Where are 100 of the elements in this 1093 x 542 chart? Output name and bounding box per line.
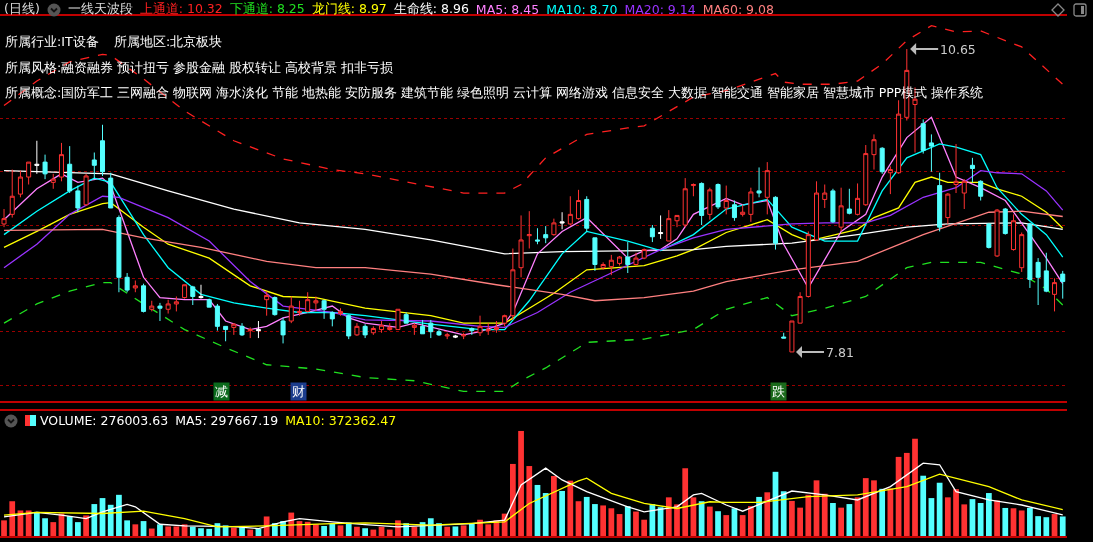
bar (304, 521, 311, 536)
bar (116, 494, 122, 536)
bar (157, 524, 163, 536)
annotation: 财 (292, 384, 305, 399)
candlestick (576, 189, 582, 221)
bar (764, 492, 771, 536)
annotation: 减 (215, 384, 228, 399)
bar (25, 510, 32, 536)
candlestick (420, 319, 426, 335)
bar (912, 438, 918, 536)
bar (468, 523, 475, 536)
candlestick (994, 208, 1000, 258)
candlestick (772, 195, 778, 251)
bar (1002, 507, 1009, 536)
candlestick (731, 200, 737, 222)
candlestick (296, 300, 302, 317)
candlestick (17, 170, 23, 198)
candlestick (338, 307, 344, 317)
bar (920, 475, 927, 536)
bar (198, 528, 204, 536)
candlestick (313, 295, 319, 312)
candlestick (715, 182, 721, 210)
candlestick (1010, 213, 1016, 252)
bar (452, 526, 459, 536)
candlestick (822, 184, 828, 209)
bar (674, 504, 680, 536)
bar (230, 527, 237, 536)
bar (386, 529, 393, 536)
bar (682, 468, 689, 536)
text: MA10: 8.70 (546, 2, 618, 17)
candlestick (649, 224, 655, 243)
bar (641, 519, 648, 536)
candlestick (239, 322, 245, 337)
bar (173, 526, 180, 536)
bar (706, 506, 713, 536)
bar (608, 508, 615, 536)
bar (370, 529, 377, 536)
candlestick (961, 178, 967, 210)
bar (903, 452, 910, 536)
candlestick (149, 300, 155, 312)
bar (715, 511, 721, 536)
candlestick (157, 302, 163, 322)
bar (821, 493, 828, 536)
candlestick (452, 334, 458, 339)
candlestick (173, 295, 179, 312)
candlestick (58, 142, 64, 182)
legend-label: VOLUME: 276003.63 (39, 413, 169, 428)
chart-subtitle: 一线天波段 (67, 1, 133, 18)
candlestick (682, 177, 688, 228)
bar (542, 493, 549, 536)
bar (789, 500, 795, 536)
bar (871, 480, 877, 536)
candlestick (945, 192, 951, 225)
candlestick (379, 320, 385, 334)
candlestick (707, 187, 713, 221)
candlestick (510, 247, 516, 321)
candlestick (485, 322, 491, 336)
bar (263, 516, 270, 536)
candlestick (896, 99, 902, 175)
candlestick (362, 323, 368, 339)
bar (444, 526, 451, 536)
candlestick (658, 214, 664, 240)
candlestick (518, 214, 524, 278)
candlestick (264, 290, 270, 317)
bar (1027, 507, 1033, 536)
candlestick (617, 255, 623, 267)
candlestick (255, 320, 261, 339)
text: MA60: 9.08 (702, 2, 774, 17)
candlestick (288, 295, 294, 324)
bar (509, 463, 516, 536)
bar (1043, 517, 1050, 536)
bar (42, 518, 48, 536)
candlestick (969, 157, 975, 183)
bar (633, 511, 639, 536)
text: MA5: 297667.19 (175, 413, 279, 428)
candlestick (920, 118, 926, 155)
bar (862, 478, 869, 536)
bar (124, 520, 130, 536)
candlestick (493, 320, 499, 334)
candlestick (83, 173, 89, 207)
bar (518, 430, 524, 536)
candlestick (855, 182, 861, 216)
candlestick (67, 145, 73, 194)
bar (944, 497, 951, 536)
candlestick (789, 320, 795, 353)
bar (485, 524, 492, 536)
candlestick (641, 247, 647, 260)
candlestick (91, 152, 97, 180)
candlestick (666, 209, 672, 242)
candlestick (370, 325, 376, 336)
bar (329, 523, 336, 536)
candlestick (9, 169, 15, 219)
candlestick (469, 327, 475, 336)
candlestick (1035, 257, 1041, 306)
candlestick (797, 291, 803, 324)
text: 下通道: 8.25 (229, 1, 305, 18)
bar (247, 529, 254, 536)
bar (165, 526, 172, 536)
candlestick (764, 161, 770, 215)
candlestick (165, 299, 171, 315)
